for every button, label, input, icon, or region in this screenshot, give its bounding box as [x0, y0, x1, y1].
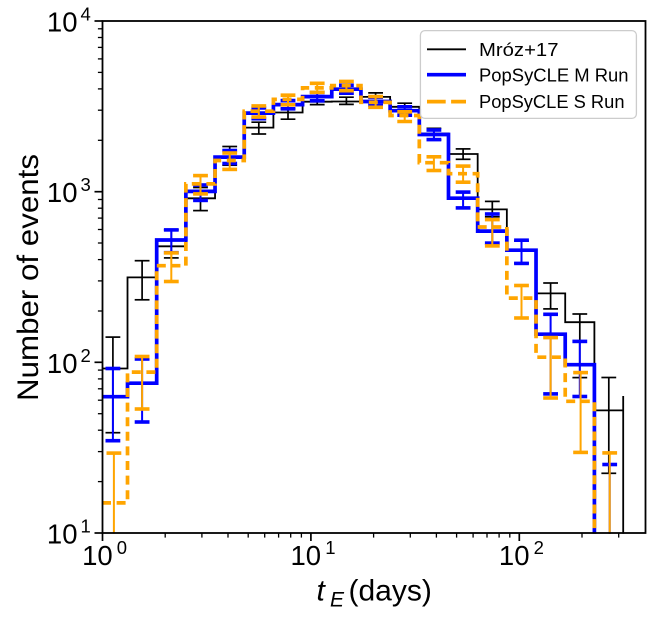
svg-text:t: t	[317, 575, 327, 608]
svg-text:10: 10	[82, 540, 113, 571]
svg-text:PopSyCLE S Run: PopSyCLE S Run	[479, 92, 625, 112]
svg-text:3: 3	[81, 174, 91, 195]
svg-text:E: E	[330, 589, 345, 612]
svg-text:0: 0	[117, 537, 127, 558]
svg-text:10: 10	[47, 7, 78, 38]
svg-text:(days): (days)	[349, 575, 432, 608]
svg-text:1: 1	[81, 516, 91, 537]
svg-text:1: 1	[325, 537, 335, 558]
svg-text:Mróz+17: Mróz+17	[479, 40, 559, 60]
svg-text:10: 10	[47, 519, 78, 550]
svg-text:PopSyCLE M Run: PopSyCLE M Run	[479, 65, 629, 85]
svg-text:10: 10	[47, 177, 78, 208]
svg-text:4: 4	[81, 4, 91, 25]
svg-text:Number of events: Number of events	[12, 154, 45, 401]
svg-text:2: 2	[81, 345, 91, 366]
svg-text:10: 10	[291, 540, 322, 571]
svg-text:10: 10	[499, 540, 530, 571]
svg-text:2: 2	[534, 537, 544, 558]
svg-text:10: 10	[47, 348, 78, 379]
